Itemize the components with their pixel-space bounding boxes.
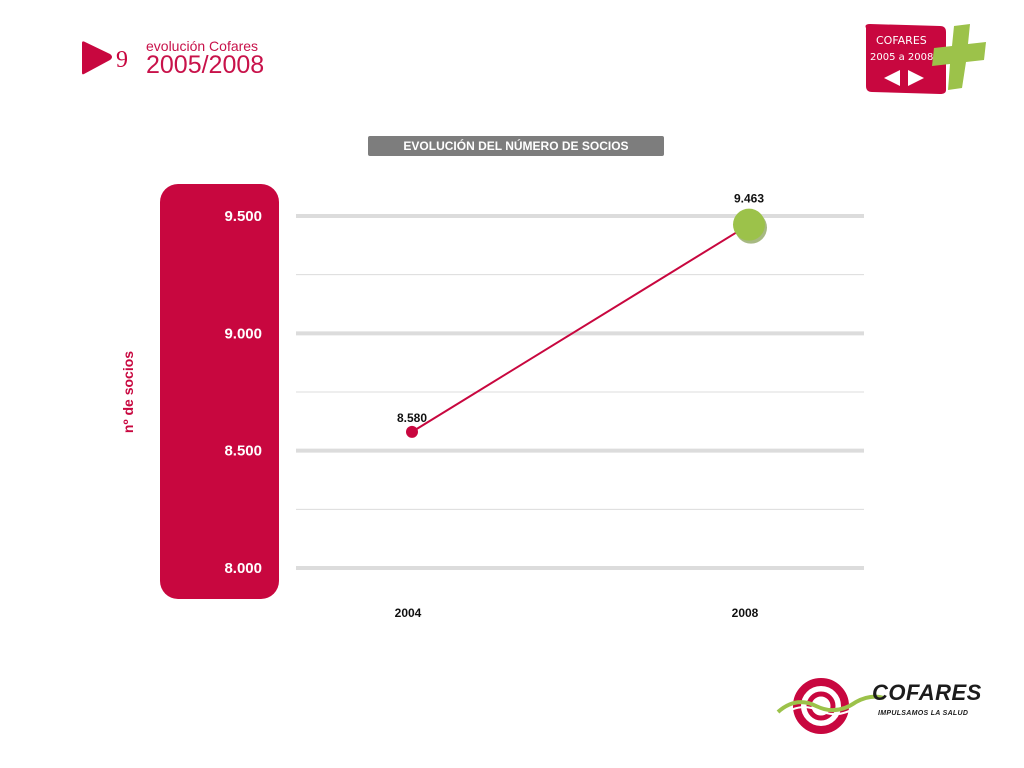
y-axis-panel	[160, 184, 279, 599]
plus-cross-icon	[932, 24, 986, 90]
cofares-logo: COFARES IMPULSAMOS LA SALUD	[776, 676, 986, 736]
cofares-badge: COFARES 2005 a 2008	[865, 24, 986, 94]
logo-slogan: IMPULSAMOS LA SALUD	[878, 710, 969, 717]
data-label: 8.580	[397, 411, 427, 425]
arrow-left-icon	[884, 70, 900, 86]
chart-title: EVOLUCIÓN DEL NÚMERO DE SOCIOS	[368, 136, 664, 156]
slide-number: 9	[116, 47, 128, 73]
badge-line1: COFARES	[876, 34, 927, 47]
logo-wordmark: COFARES	[872, 680, 982, 705]
data-point	[406, 425, 418, 438]
y-tick-label: 9.000	[224, 325, 262, 342]
arrow-right-icon	[908, 70, 924, 86]
slide-header: 9 evolución Cofares 2005/2008	[80, 38, 300, 82]
badge-line2: 2005 a 2008	[870, 52, 933, 63]
header-subtitle: evolución Cofares	[146, 38, 259, 54]
series-line	[411, 223, 750, 433]
data-label: 9.463	[734, 192, 764, 206]
x-tick-label: 2008	[732, 606, 759, 620]
y-tick-label: 9.500	[224, 208, 262, 225]
play-triangle-icon: 9	[82, 41, 128, 75]
header-title: 2005/2008	[146, 51, 265, 79]
data-point	[733, 208, 765, 241]
logo-mark-icon	[776, 678, 885, 734]
y-tick-label: 8.500	[224, 443, 262, 460]
y-tick-label: 8.000	[224, 560, 262, 577]
x-tick-label: 2004	[395, 606, 422, 620]
